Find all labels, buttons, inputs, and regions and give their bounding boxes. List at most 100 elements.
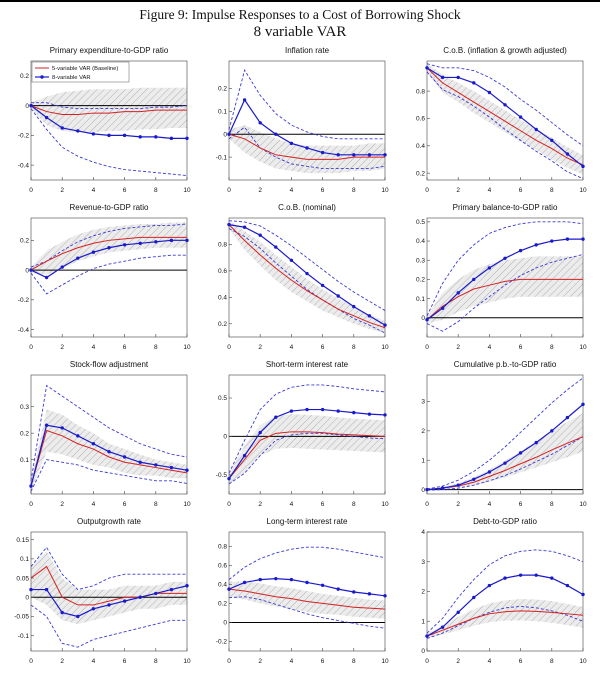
x-tick-label: 6 xyxy=(519,187,523,194)
ci-dashed-line xyxy=(426,436,584,491)
var8-marker xyxy=(472,277,476,282)
x-tick-label: 2 xyxy=(456,501,460,508)
x-tick-label: 8 xyxy=(352,344,356,351)
var8-marker xyxy=(550,138,554,143)
baseline-var-line xyxy=(426,278,583,321)
y-tick-label: 0.2 xyxy=(416,277,425,284)
x-tick-label: 4 xyxy=(290,658,294,665)
var8-marker xyxy=(76,434,80,438)
var8-marker xyxy=(550,576,554,580)
y-tick-label: 0.05 xyxy=(16,575,29,582)
plot-area: 0 2 4 6 8 10 0.2 0.4 0.6 0.8 xyxy=(201,213,393,353)
subplot-revenue: Revenue-to-GDP ratio 0 2 4 6 8 10 -0.4 -0.2 0 0.2 xyxy=(3,202,201,359)
var8-marker xyxy=(60,426,64,430)
x-tick-label: 2 xyxy=(258,187,262,194)
x-tick-label: 4 xyxy=(92,187,96,194)
var8-marker xyxy=(320,583,325,588)
subplot-long-term-rate: Long-term interest rate 0 2 4 6 8 10 -0.2 0 0.2 0… xyxy=(201,516,399,673)
x-tick-label: 0 xyxy=(29,501,33,508)
var8-marker xyxy=(185,136,189,141)
var8-marker xyxy=(581,237,585,241)
var8-marker xyxy=(518,451,523,455)
subplot-cumulative-pb: Cumulative p.b.-to-GDP ratio 0 2 4 6 8 10 0 1 2 3 xyxy=(399,359,597,516)
x-tick-label: 10 xyxy=(381,344,389,351)
x-tick-label: 0 xyxy=(29,187,33,194)
var8-marker xyxy=(320,150,325,155)
confidence-band xyxy=(31,87,187,133)
legend-label-var8: 8-variable VAR xyxy=(52,75,91,81)
x-tick-label: 8 xyxy=(550,344,554,351)
x-tick-label: 4 xyxy=(92,658,96,665)
var8-marker xyxy=(352,410,356,415)
y-tick-label: 0.6 xyxy=(218,268,227,275)
var8-marker xyxy=(258,121,262,125)
var8-marker xyxy=(227,132,231,136)
x-tick-label: 6 xyxy=(321,187,325,194)
confidence-band xyxy=(31,551,187,625)
var8-marker xyxy=(383,413,387,417)
y-tick-label: 2 xyxy=(421,428,425,435)
var8-marker xyxy=(456,610,460,615)
var8-marker xyxy=(60,126,64,130)
chart-canvas: 0 2 4 6 8 10 0 1 2 3 4 xyxy=(421,529,587,665)
var8-marker xyxy=(122,455,127,459)
x-tick-label: 8 xyxy=(154,187,158,194)
y-tick-label: -0.5 xyxy=(216,472,228,479)
var8-marker xyxy=(518,115,523,119)
var8-marker xyxy=(107,603,111,607)
x-tick-label: 8 xyxy=(352,658,356,665)
confidence-band xyxy=(427,598,583,638)
y-tick-label: 0.1 xyxy=(218,109,227,116)
var8-marker xyxy=(169,136,174,141)
var8-marker xyxy=(185,238,189,243)
subplot-title: Inflation rate xyxy=(284,46,330,55)
charts-grid: Primary expenditure-to-GDP ratio 0 2 4 6 8 10… xyxy=(0,41,600,673)
baseline-var-line xyxy=(30,236,187,271)
top-rule xyxy=(0,0,600,2)
var8-marker xyxy=(565,237,570,241)
y-tick-label: 0 xyxy=(421,648,425,655)
subplot-title: C.o.B. (nominal) xyxy=(278,203,336,212)
var8-marker xyxy=(258,577,262,582)
x-tick-label: 8 xyxy=(550,501,554,508)
var8-marker xyxy=(60,265,64,269)
var8-marker xyxy=(154,463,158,467)
x-tick-label: 0 xyxy=(425,658,429,665)
y-tick-label: 0 xyxy=(223,620,227,627)
y-tick-label: 0.4 xyxy=(416,143,425,150)
x-tick-label: 6 xyxy=(123,187,127,194)
ci-dashed-line xyxy=(30,459,188,492)
var8-marker xyxy=(44,275,49,280)
var8-marker xyxy=(440,75,445,80)
var8-marker xyxy=(487,90,492,95)
var8-marker xyxy=(518,573,523,577)
confidence-band xyxy=(229,414,385,485)
figure-caption: Figure 9: Impulse Responses to a Cost of… xyxy=(139,7,461,22)
var8-marker xyxy=(138,241,142,245)
x-tick-label: 8 xyxy=(550,658,554,665)
var8-marker xyxy=(503,103,507,107)
x-tick-label: 0 xyxy=(227,344,231,351)
var8-marker xyxy=(503,576,507,580)
var8-marker xyxy=(44,115,49,120)
x-tick-label: 10 xyxy=(183,501,191,508)
y-tick-label: 0.8 xyxy=(416,88,425,95)
y-tick-label: 0.6 xyxy=(416,116,425,123)
var8-marker xyxy=(383,153,387,157)
plot-area: 0 2 4 6 8 10 -0.2 0 0.2 0.4 0.6 0.8 xyxy=(201,527,393,667)
y-tick-label: 0 xyxy=(223,131,227,138)
baseline-var-line xyxy=(30,429,188,487)
x-tick-label: 6 xyxy=(123,501,127,508)
x-tick-label: 10 xyxy=(381,658,389,665)
ci-dashed-line xyxy=(228,126,386,170)
plot-area: 0 2 4 6 8 10 -0.5 0 0.5 xyxy=(201,370,393,510)
var8-marker xyxy=(425,66,429,70)
baseline-var-line xyxy=(426,610,584,637)
var8-marker xyxy=(154,591,158,596)
var8-marker xyxy=(565,152,570,156)
var8-marker xyxy=(107,449,111,454)
subplot-primary-balance: Primary balance-to-GDP ratio 0 2 4 6 8 10 0 0.1… xyxy=(399,202,597,359)
x-tick-label: 10 xyxy=(381,187,389,194)
var8-marker xyxy=(289,409,294,413)
